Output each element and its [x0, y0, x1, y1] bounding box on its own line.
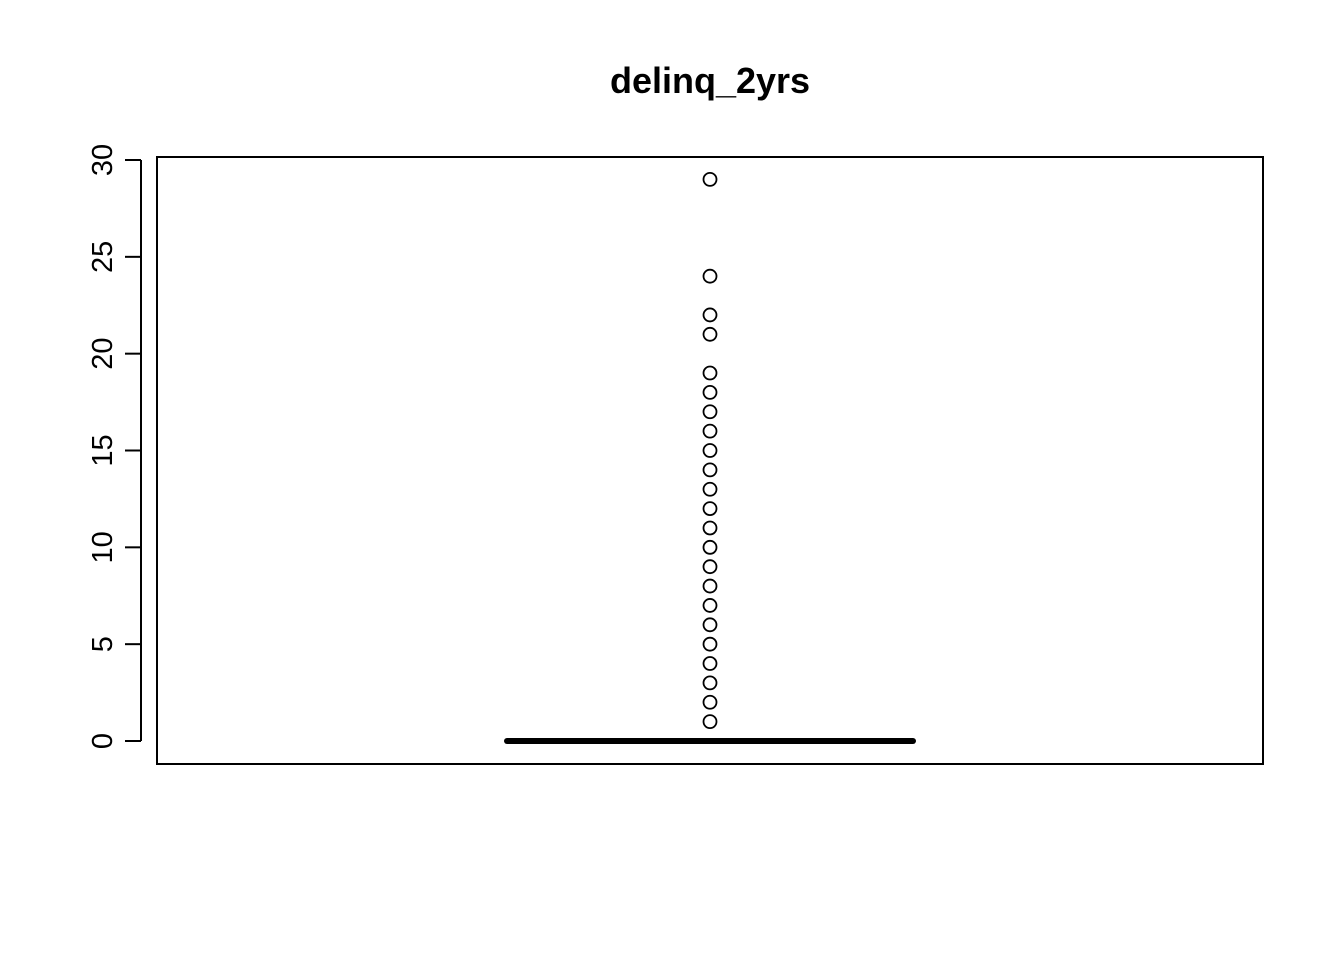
- outlier-point-29: [702, 171, 718, 187]
- outlier-point-15: [702, 443, 718, 458]
- y-tick-label-25: 25: [87, 241, 119, 273]
- outlier-point-4: [702, 656, 718, 671]
- outlier-point-13: [702, 481, 718, 497]
- chart-title: delinq_2yrs: [610, 60, 810, 101]
- outlier-point-24: [702, 268, 718, 284]
- y-tick-label-20: 20: [87, 338, 119, 370]
- outlier-point-21: [702, 326, 718, 342]
- outlier-point-6: [702, 617, 718, 633]
- outlier-point-8: [702, 578, 718, 594]
- plot-frame: [156, 156, 1264, 765]
- outlier-point-12: [702, 501, 718, 517]
- outlier-point-5: [702, 636, 718, 652]
- outlier-point-3: [702, 675, 718, 691]
- y-tick-label-5: 5: [87, 636, 119, 652]
- y-tick-label-0: 0: [87, 733, 119, 749]
- outlier-point-9: [702, 559, 718, 575]
- outlier-point-19: [702, 365, 718, 381]
- outlier-point-17: [702, 404, 718, 420]
- outlier-point-14: [702, 462, 718, 478]
- outlier-point-16: [702, 423, 718, 439]
- outlier-point-22: [702, 307, 718, 323]
- outliers: [702, 171, 718, 730]
- y-axis: 0 5 10 15 20 25 30: [87, 144, 142, 749]
- outlier-point-2: [702, 694, 718, 710]
- y-tick-label-15: 15: [87, 434, 119, 466]
- y-tick-label-30: 30: [87, 144, 119, 176]
- outlier-point-11: [702, 520, 718, 536]
- outlier-point-7: [702, 598, 718, 613]
- outlier-point-1: [702, 714, 718, 730]
- outlier-point-18: [702, 384, 718, 400]
- y-tick-label-10: 10: [87, 531, 119, 563]
- outlier-point-10: [702, 539, 718, 555]
